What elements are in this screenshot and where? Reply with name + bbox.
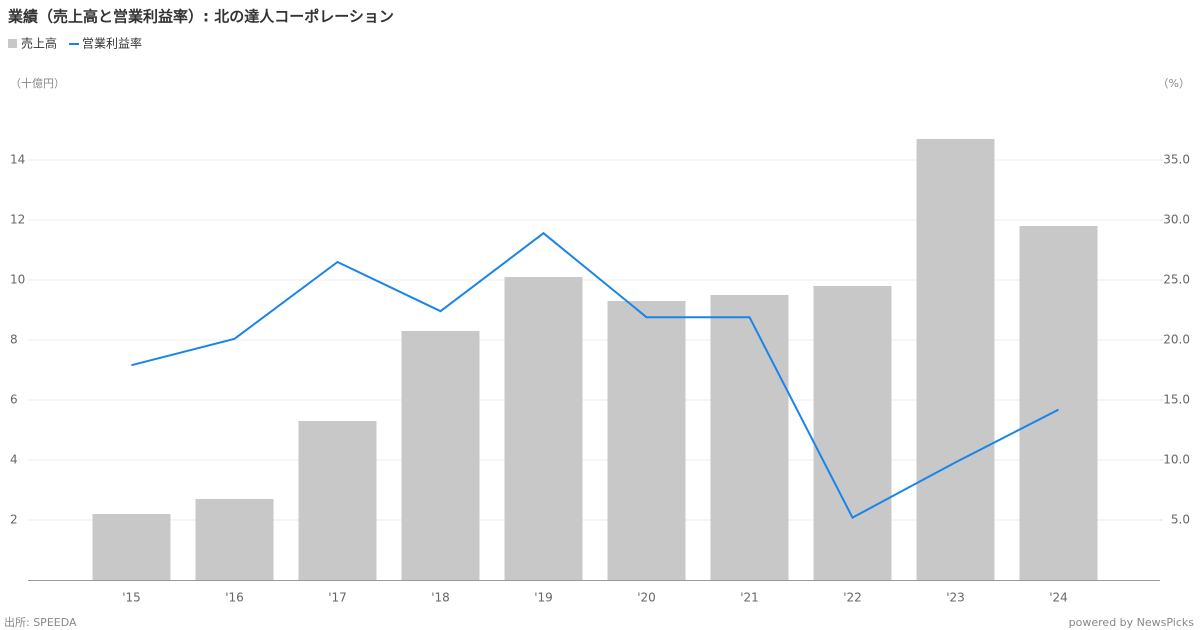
y-tick-label: 4 <box>10 453 18 467</box>
line <box>131 231 1059 519</box>
y2-tick-label: 15.0 <box>1163 393 1190 407</box>
x-tick-label: '20 <box>637 591 656 605</box>
legend-swatch <box>8 39 17 48</box>
x-tick-label: '24 <box>1049 591 1068 605</box>
bar <box>813 286 892 580</box>
x-tick-label: '22 <box>843 591 862 605</box>
bar <box>92 514 171 580</box>
bar <box>504 277 583 580</box>
chart-title: 業績（売上高と営業利益率）: 北の達人コーポレーション <box>7 8 394 26</box>
y2-tick-label: 35.0 <box>1163 153 1190 167</box>
bar <box>1019 226 1098 580</box>
y2-tick-label: 10.0 <box>1163 453 1190 467</box>
y-axis-label: （十億円） <box>10 76 65 90</box>
bar <box>916 139 995 580</box>
y-tick-label: 6 <box>10 393 18 407</box>
y2-tick-label: 5.0 <box>1171 513 1190 527</box>
x-tick-label: '18 <box>431 591 450 605</box>
bar <box>298 421 377 580</box>
legend-label: 売上高 <box>21 36 57 51</box>
y-tick-label: 8 <box>10 333 18 347</box>
bar <box>195 499 274 580</box>
source: 出所: SPEEDA <box>4 615 77 629</box>
y2-tick-label: 20.0 <box>1163 333 1190 347</box>
credit: powered by NewsPicks <box>1069 616 1195 629</box>
y-tick-label: 12 <box>10 213 25 227</box>
x-tick-label: '21 <box>740 591 759 605</box>
x-tick-label: '15 <box>122 591 141 605</box>
y-tick-label: 10 <box>10 273 25 287</box>
y-tick-label: 2 <box>10 513 18 527</box>
bar <box>710 295 789 580</box>
x-tick-label: '16 <box>225 591 244 605</box>
legend-label: 営業利益率 <box>82 36 142 51</box>
y-tick-label: 14 <box>10 153 25 167</box>
bar <box>607 301 686 580</box>
bar <box>401 331 480 580</box>
y2-tick-label: 30.0 <box>1163 213 1190 227</box>
y2-axis-label: （%） <box>1158 77 1190 90</box>
x-tick-label: '17 <box>328 591 347 605</box>
y2-tick-label: 25.0 <box>1163 273 1190 287</box>
x-tick-label: '23 <box>946 591 965 605</box>
x-tick-label: '19 <box>534 591 553 605</box>
